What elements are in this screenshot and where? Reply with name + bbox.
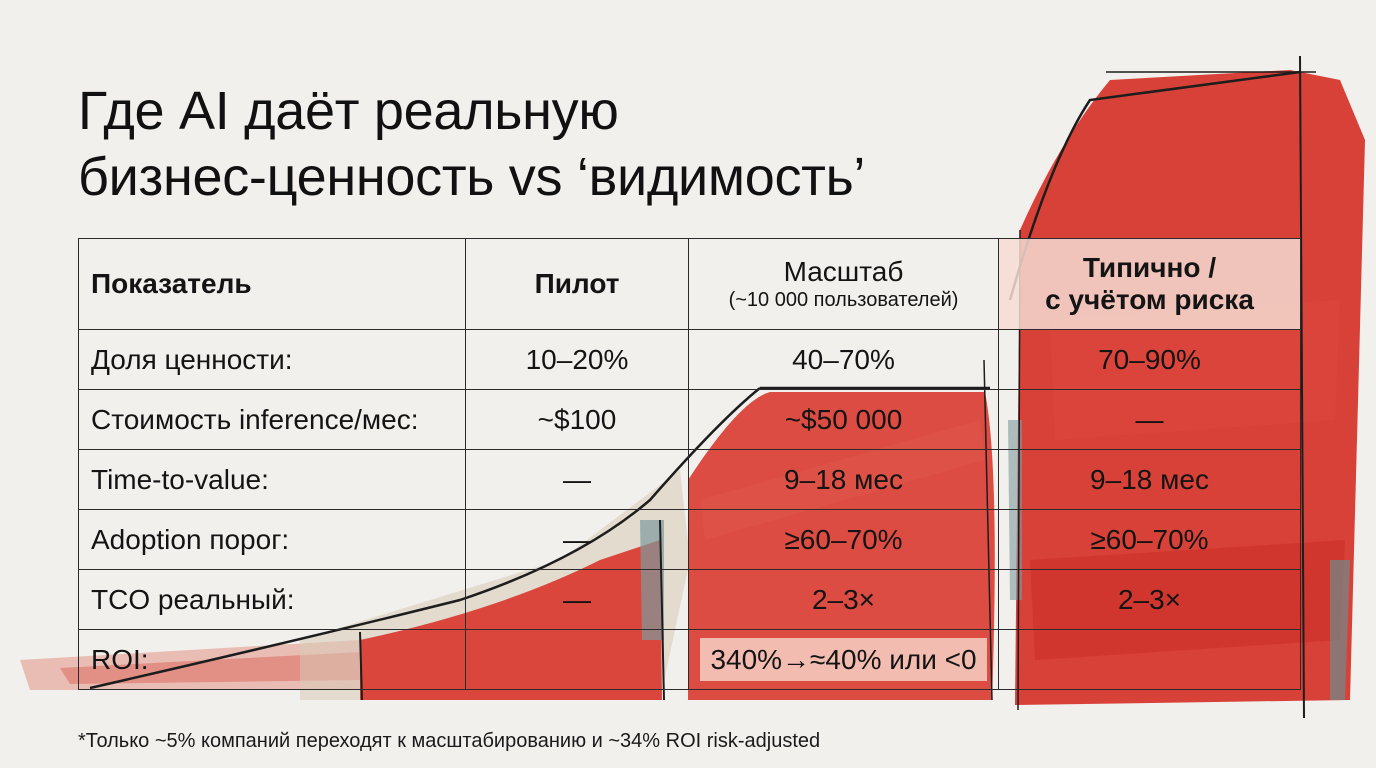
- table-row: Time-to-value: — 9–18 мес 9–18 мес: [78, 449, 1301, 510]
- blue-accent-right: [1330, 560, 1350, 700]
- roi-highlight: 340%→≈40% или <0: [700, 637, 987, 681]
- cell-pilot: —: [465, 449, 689, 510]
- row-label: TCO реальный:: [78, 569, 466, 630]
- table-row: Стоимость inference/мес: ~$100 ~$50 000 …: [78, 389, 1301, 450]
- cell-scale: 2–3×: [688, 569, 999, 630]
- cell-pilot: —: [465, 569, 689, 630]
- comparison-table: Показатель Пилот Масштаб (~10 000 пользо…: [78, 238, 1301, 690]
- cell-pilot: —: [465, 509, 689, 570]
- header-risk-line-1: Типично /: [1082, 252, 1217, 283]
- table-header-row: Показатель Пилот Масштаб (~10 000 пользо…: [78, 238, 1301, 330]
- cell-scale: ≥60–70%: [688, 509, 999, 570]
- cell-risk: —: [998, 389, 1301, 450]
- cell-risk: 2–3×: [998, 569, 1301, 630]
- row-label: Стоимость inference/мес:: [78, 389, 466, 450]
- cell-risk: 70–90%: [998, 329, 1301, 390]
- table-row: ROI: 340%→≈40% или <0: [78, 629, 1301, 690]
- header-metric: Показатель: [78, 238, 466, 330]
- footnote: *Только ~5% компаний переходят к масштаб…: [78, 730, 821, 752]
- cell-scale: 9–18 мес: [688, 449, 999, 510]
- row-label: Доля ценности:: [78, 329, 466, 390]
- header-scale-subtitle: (~10 000 пользователей): [728, 289, 959, 311]
- header-risk: Типично / с учётом риска: [998, 238, 1301, 330]
- cell-pilot: ~$100: [465, 389, 689, 450]
- cell-risk: 9–18 мес: [998, 449, 1301, 510]
- header-scale-title: Масштаб: [783, 256, 904, 287]
- cell-risk: [998, 629, 1301, 690]
- title-line-2: бизнес-ценность vs ‘видимость’: [78, 147, 866, 207]
- cell-pilot: [465, 629, 689, 690]
- cell-scale: 40–70%: [688, 329, 999, 390]
- table-row: Adoption порог: — ≥60–70% ≥60–70%: [78, 509, 1301, 570]
- page-title: Где AI даёт реальную бизнес-ценность vs …: [78, 78, 865, 210]
- cell-scale: 340%→≈40% или <0: [688, 629, 999, 690]
- cell-pilot: 10–20%: [465, 329, 689, 390]
- sketch-line-5: [1299, 55, 1305, 719]
- table-row: TCO реальный: — 2–3× 2–3×: [78, 569, 1301, 630]
- header-scale: Масштаб (~10 000 пользователей): [688, 238, 999, 330]
- row-label: Adoption порог:: [78, 509, 466, 570]
- cell-scale: ~$50 000: [688, 389, 999, 450]
- header-risk-line-2: с учётом риска: [1045, 284, 1254, 315]
- header-pilot: Пилот: [465, 238, 689, 330]
- cell-risk: ≥60–70%: [998, 509, 1301, 570]
- row-label: Time-to-value:: [78, 449, 466, 510]
- title-line-1: Где AI даёт реальную: [78, 81, 619, 141]
- row-label: ROI:: [78, 629, 466, 690]
- table-row: Доля ценности: 10–20% 40–70% 70–90%: [78, 329, 1301, 390]
